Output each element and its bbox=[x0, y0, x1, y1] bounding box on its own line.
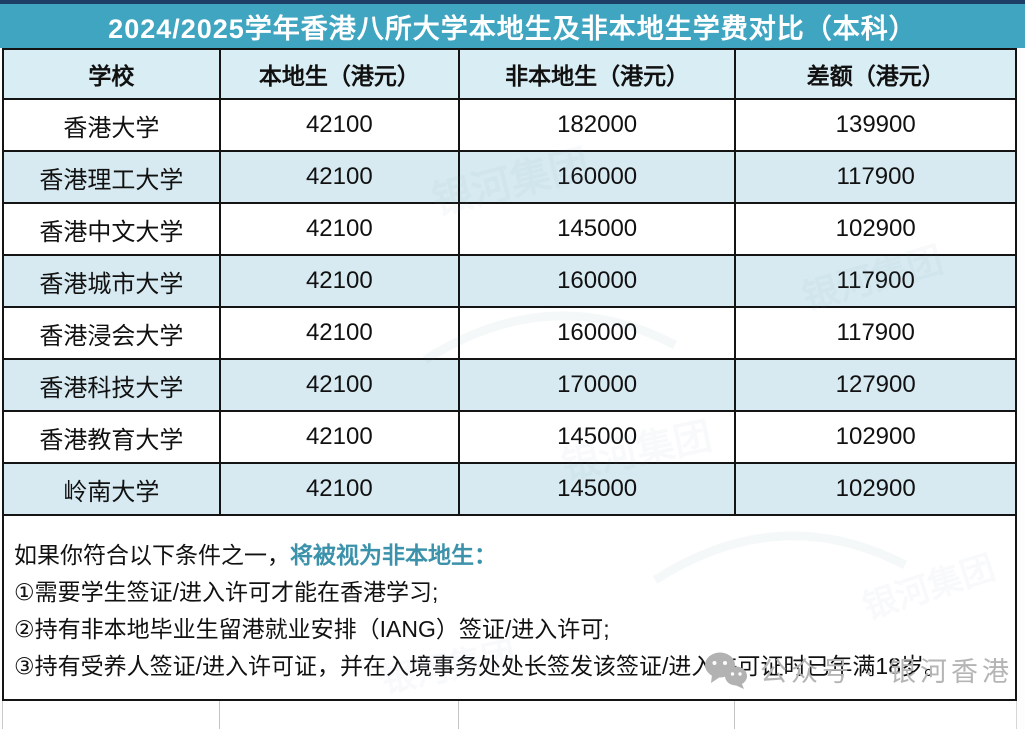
nonlocal-fee-cell: 182000 bbox=[457, 98, 737, 152]
notes-item-2: ②持有非本地毕业生留港就业安排（IANG）签证/进入许可; bbox=[14, 616, 610, 642]
diff-cell: 117900 bbox=[734, 150, 1017, 204]
col-header-school: 学校 bbox=[2, 48, 221, 100]
notes-intro-plain: 如果你符合以下条件之一， bbox=[14, 542, 290, 568]
local-fee-cell: 42100 bbox=[218, 150, 460, 204]
diff-cell: 102900 bbox=[734, 410, 1017, 464]
table-row: 香港大学 42100 182000 139900 bbox=[2, 98, 1017, 152]
diff-cell: 102900 bbox=[734, 202, 1017, 256]
table-row: 香港中文大学 42100 145000 102900 bbox=[2, 202, 1017, 256]
table-row: 岭南大学 42100 145000 102900 bbox=[2, 462, 1017, 516]
footer-label: 公众号 · 银河香港 bbox=[760, 657, 1013, 687]
school-cell: 香港城市大学 bbox=[2, 254, 221, 308]
notes-item-1: ①需要学生签证/进入许可才能在香港学习; bbox=[14, 579, 439, 605]
nonlocal-fee-cell: 145000 bbox=[457, 410, 737, 464]
diff-cell: 127900 bbox=[734, 358, 1017, 412]
school-cell: 岭南大学 bbox=[2, 462, 221, 516]
table-body: 香港大学 42100 182000 139900 香港理工大学 42100 160000 11… bbox=[2, 98, 1017, 516]
table-row: 香港城市大学 42100 160000 117900 bbox=[2, 254, 1017, 308]
school-cell: 香港浸会大学 bbox=[2, 306, 221, 360]
nonlocal-fee-cell: 145000 bbox=[457, 462, 737, 516]
school-cell: 香港理工大学 bbox=[2, 150, 221, 204]
col-header-diff: 差额（港元） bbox=[734, 48, 1017, 100]
notes-item-3: ③持有受养人签证/进入许可证，并在入境事务处处长签发该签证/进入许可证时已年满1… bbox=[14, 653, 947, 679]
nonlocal-fee-cell: 170000 bbox=[457, 358, 737, 412]
nonlocal-fee-cell: 160000 bbox=[457, 150, 737, 204]
local-fee-cell: 42100 bbox=[218, 306, 460, 360]
school-cell: 香港教育大学 bbox=[2, 410, 221, 464]
local-fee-cell: 42100 bbox=[218, 254, 460, 308]
partial-cell bbox=[735, 701, 1016, 729]
partial-cell bbox=[3, 701, 220, 729]
local-fee-cell: 42100 bbox=[218, 202, 460, 256]
table-header-row: 学校 本地生（港元） 非本地生（港元） 差额（港元） bbox=[2, 48, 1017, 100]
nonlocal-fee-cell: 160000 bbox=[457, 306, 737, 360]
partial-cell bbox=[459, 701, 736, 729]
local-fee-cell: 42100 bbox=[218, 462, 460, 516]
table-row: 香港浸会大学 42100 160000 117900 bbox=[2, 306, 1017, 360]
nonlocal-fee-cell: 145000 bbox=[457, 202, 737, 256]
table-row: 香港教育大学 42100 145000 102900 bbox=[2, 410, 1017, 464]
col-header-nonlocal: 非本地生（港元） bbox=[457, 48, 737, 100]
diff-cell: 102900 bbox=[734, 462, 1017, 516]
school-cell: 香港大学 bbox=[2, 98, 221, 152]
diff-cell: 117900 bbox=[734, 306, 1017, 360]
notes-intro-highlight: 将被视为非本地生： bbox=[290, 542, 497, 568]
col-header-local: 本地生（港元） bbox=[218, 48, 460, 100]
diff-cell: 139900 bbox=[734, 98, 1017, 152]
wechat-icon bbox=[705, 652, 747, 689]
title-bar: 2024/2025学年香港八所大学本地生及非本地生学费对比（本科） bbox=[0, 0, 1025, 48]
table-row: 香港理工大学 42100 160000 117900 bbox=[2, 150, 1017, 204]
partial-cell bbox=[220, 701, 459, 729]
diff-cell: 117900 bbox=[734, 254, 1017, 308]
table-section: 学校 本地生（港元） 非本地生（港元） 差额（港元） 香港大学 42100 1820… bbox=[2, 48, 1017, 729]
page-title: 2024/2025学年香港八所大学本地生及非本地生学费对比（本科） bbox=[108, 13, 917, 44]
school-cell: 香港科技大学 bbox=[2, 358, 221, 412]
notes-intro: 如果你符合以下条件之一，将被视为非本地生： bbox=[14, 537, 1003, 574]
notes-box: 如果你符合以下条件之一，将被视为非本地生： ①需要学生签证/进入许可才能在香港学… bbox=[2, 516, 1017, 701]
local-fee-cell: 42100 bbox=[218, 98, 460, 152]
school-cell: 香港中文大学 bbox=[2, 202, 221, 256]
nonlocal-fee-cell: 160000 bbox=[457, 254, 737, 308]
table-row: 香港科技大学 42100 170000 127900 bbox=[2, 358, 1017, 412]
footer-watermark: 公众号 · 银河香港 bbox=[704, 650, 1013, 689]
local-fee-cell: 42100 bbox=[218, 358, 460, 412]
tuition-table: 学校 本地生（港元） 非本地生（港元） 差额（港元） 香港大学 42100 1820… bbox=[2, 48, 1017, 516]
partial-table-row bbox=[2, 701, 1017, 729]
local-fee-cell: 42100 bbox=[218, 410, 460, 464]
